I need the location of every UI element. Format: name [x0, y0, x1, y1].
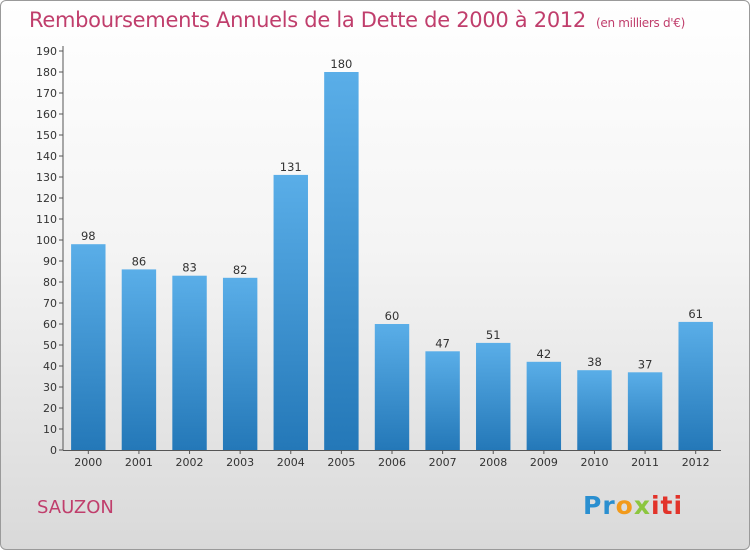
- y-tick-label: 170: [36, 87, 57, 100]
- bar: [627, 372, 663, 450]
- logo-part: iti: [650, 491, 684, 520]
- y-tick-label: 70: [43, 297, 57, 310]
- x-tick-label: 2004: [277, 456, 305, 469]
- x-tick-label: 2001: [125, 456, 153, 469]
- bar-value-label: 47: [435, 336, 450, 350]
- bar: [71, 244, 106, 450]
- bar: [425, 351, 460, 450]
- y-tick-label: 110: [36, 213, 57, 226]
- bar-value-label: 60: [385, 309, 400, 323]
- bar-value-label: 131: [280, 160, 302, 174]
- x-tick-label: 2000: [74, 456, 102, 469]
- x-tick-label: 2008: [479, 456, 507, 469]
- x-tick-label: 2007: [429, 456, 457, 469]
- logo-part: o: [615, 491, 634, 520]
- chart-title-text: Remboursements Annuels de la Dette de 20…: [29, 8, 586, 32]
- bar: [526, 361, 562, 450]
- bars: [71, 72, 713, 450]
- x-tick-label: 2011: [631, 456, 659, 469]
- bar-value-label: 180: [330, 57, 352, 71]
- bar: [324, 72, 359, 450]
- bar-value-label: 83: [182, 261, 197, 275]
- value-labels: 98 86 83 82 131 180 60 47 51 42 38 37 61: [81, 57, 703, 371]
- x-tick-label: 2009: [530, 456, 558, 469]
- chart-unit: (en milliers d'€): [596, 16, 686, 30]
- y-tick-label: 130: [36, 171, 57, 184]
- x-tick-label: 2012: [682, 456, 710, 469]
- y-tick-label: 100: [36, 234, 57, 247]
- y-tick-label: 90: [43, 255, 57, 268]
- y-tick-label: 20: [43, 402, 57, 415]
- bar-value-label: 61: [688, 307, 703, 321]
- y-tick-label: 40: [43, 360, 57, 373]
- y-tick-label: 0: [50, 444, 57, 457]
- y-tick-label: 190: [36, 45, 57, 58]
- y-tick-label: 80: [43, 276, 57, 289]
- bar: [678, 321, 713, 450]
- x-tick-label: 2005: [327, 456, 355, 469]
- x-tick-label: 2006: [378, 456, 406, 469]
- bar: [222, 277, 258, 450]
- bar: [121, 269, 157, 450]
- proxiti-logo: Proxiti: [583, 491, 683, 520]
- commune-name: SAUZON: [37, 497, 114, 518]
- y-tick-label: 60: [43, 318, 57, 331]
- y-tick-label: 30: [43, 381, 57, 394]
- bar: [374, 324, 410, 450]
- bar-value-label: 37: [638, 357, 653, 371]
- bar-value-label: 42: [537, 347, 552, 361]
- logo-part: x: [633, 491, 651, 520]
- y-tick-label: 50: [43, 339, 57, 352]
- x-tick-label: 2010: [580, 456, 608, 469]
- bar: [172, 275, 207, 450]
- bar-value-label: 98: [81, 229, 96, 243]
- y-tick-label: 10: [43, 423, 57, 436]
- y-tick-label: 160: [36, 108, 57, 121]
- bar: [577, 370, 612, 450]
- bar: [273, 174, 308, 450]
- bar-value-label: 82: [233, 263, 248, 277]
- y-tick-label: 150: [36, 129, 57, 142]
- y-tick-label: 180: [36, 66, 57, 79]
- bar-value-label: 86: [132, 254, 147, 268]
- chart-title: Remboursements Annuels de la Dette de 20…: [29, 8, 685, 32]
- bar: [476, 342, 511, 450]
- x-tick-label: 2002: [176, 456, 204, 469]
- x-tick-label: 2003: [226, 456, 254, 469]
- logo-part: Pr: [583, 491, 616, 520]
- y-tick-label: 120: [36, 192, 57, 205]
- axes: 0 10 20 30 40 50 60 70 80 90 100 110 120 130 140 150 160…: [36, 45, 721, 469]
- y-tick-label: 140: [36, 150, 57, 163]
- bar-value-label: 51: [486, 328, 501, 342]
- bar-value-label: 38: [587, 355, 602, 369]
